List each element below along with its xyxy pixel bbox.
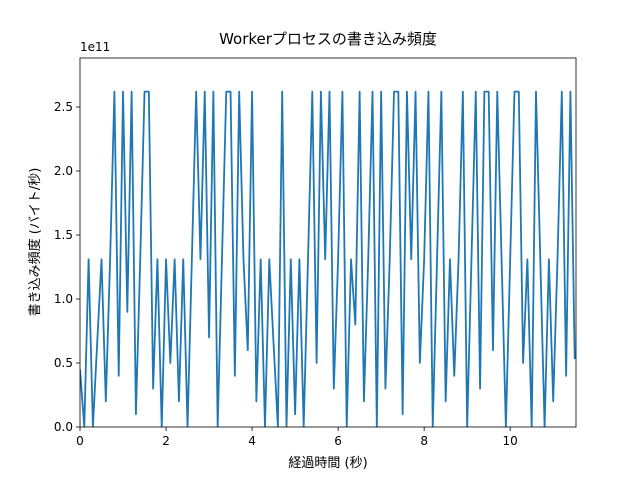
data-line — [80, 90, 576, 427]
y-tick-label: 1.5 — [54, 228, 73, 242]
y-tick-label: 2.0 — [54, 164, 73, 178]
x-tick-label: 10 — [503, 434, 518, 448]
chart-title: Workerプロセスの書き込み頻度 — [219, 30, 437, 48]
x-tick-label: 0 — [76, 434, 84, 448]
y-tick-label: 2.5 — [54, 100, 73, 114]
x-axis-label: 経過時間 (秒) — [288, 456, 367, 471]
y-tick-label: 0.5 — [54, 356, 73, 370]
plot-area: 0 2 4 6 8 10 0.0 0.5 1.0 1.5 2.0 2.5 — [54, 57, 577, 448]
x-tick-label: 8 — [420, 434, 428, 448]
y-tick-label: 1.0 — [54, 292, 73, 306]
x-tick-label: 2 — [162, 434, 170, 448]
x-tick-label: 6 — [334, 434, 342, 448]
y-offset-label: 1e11 — [80, 40, 110, 54]
y-tick-label: 0.0 — [54, 420, 73, 434]
x-tick-label: 4 — [248, 434, 256, 448]
plot-frame — [79, 57, 577, 428]
y-axis-label: 書き込み頻度 (バイト/秒) — [27, 168, 43, 317]
